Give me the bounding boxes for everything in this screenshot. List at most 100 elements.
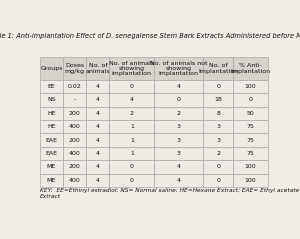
Text: 1: 1 <box>130 151 134 156</box>
Text: 4: 4 <box>177 84 181 89</box>
Text: No. of animals
showing
implantation: No. of animals showing implantation <box>109 61 154 76</box>
Bar <box>203 174 233 187</box>
Bar <box>63 174 86 187</box>
Text: Table 1: Anti-implantation Effect of D. senegalense Stem Bark Extracts Administe: Table 1: Anti-implantation Effect of D. … <box>0 33 300 39</box>
Text: 1: 1 <box>130 138 134 143</box>
Text: 3: 3 <box>177 138 181 143</box>
Bar <box>233 80 268 93</box>
Bar <box>63 160 86 174</box>
Text: 8: 8 <box>216 111 220 116</box>
Text: EAE: EAE <box>45 138 57 143</box>
Text: 0: 0 <box>130 178 134 183</box>
Bar <box>86 174 109 187</box>
Text: EE: EE <box>47 84 55 89</box>
Bar <box>86 80 109 93</box>
Bar <box>86 160 109 174</box>
Text: 0: 0 <box>177 98 181 103</box>
Text: 100: 100 <box>244 84 256 89</box>
Bar <box>40 120 63 133</box>
Text: 0: 0 <box>216 164 220 169</box>
Bar <box>86 120 109 133</box>
Text: 100: 100 <box>244 164 256 169</box>
Bar <box>154 160 203 174</box>
Text: ME: ME <box>47 164 56 169</box>
Text: 4: 4 <box>177 164 181 169</box>
Text: Groups: Groups <box>40 66 63 71</box>
Bar <box>203 120 233 133</box>
Text: No. of animals not
showing
implantation: No. of animals not showing implantation <box>150 61 208 76</box>
Text: 4: 4 <box>177 178 181 183</box>
Bar <box>109 57 154 80</box>
Bar <box>40 107 63 120</box>
Text: 2: 2 <box>216 151 220 156</box>
Text: 75: 75 <box>246 151 254 156</box>
Text: 4: 4 <box>96 178 100 183</box>
Text: KEY:  EE=Ethinyl estradiol; NS= Normal saline; HE=Hexane Extract; EAE= Ethyl ace: KEY: EE=Ethinyl estradiol; NS= Normal sa… <box>40 188 300 199</box>
Text: 4: 4 <box>96 151 100 156</box>
Text: % Anti-
Implantation: % Anti- Implantation <box>230 63 270 74</box>
Text: No. of
Implantation: No. of Implantation <box>198 63 238 74</box>
Bar <box>154 133 203 147</box>
Bar <box>233 93 268 107</box>
Bar <box>86 93 109 107</box>
Bar <box>154 57 203 80</box>
Bar <box>109 160 154 174</box>
Bar <box>203 147 233 160</box>
Text: 400: 400 <box>69 151 80 156</box>
Bar <box>63 107 86 120</box>
Text: 100: 100 <box>244 178 256 183</box>
Bar <box>109 133 154 147</box>
Text: 400: 400 <box>69 124 80 129</box>
Text: Doses
mg/kg: Doses mg/kg <box>64 63 85 74</box>
Text: ME: ME <box>47 178 56 183</box>
Bar <box>154 107 203 120</box>
Text: 18: 18 <box>214 98 222 103</box>
Text: 1: 1 <box>130 124 134 129</box>
Bar <box>203 57 233 80</box>
Bar <box>233 133 268 147</box>
Text: 75: 75 <box>246 124 254 129</box>
Text: -: - <box>74 98 76 103</box>
Bar <box>109 174 154 187</box>
Bar <box>233 57 268 80</box>
Text: 4: 4 <box>96 98 100 103</box>
Text: 3: 3 <box>177 151 181 156</box>
Text: 4: 4 <box>96 138 100 143</box>
Text: 4: 4 <box>96 84 100 89</box>
Bar <box>86 57 109 80</box>
Text: 2: 2 <box>130 111 134 116</box>
Bar <box>203 133 233 147</box>
Bar <box>203 93 233 107</box>
Bar <box>63 80 86 93</box>
Text: 50: 50 <box>246 111 254 116</box>
Text: 0: 0 <box>248 98 252 103</box>
Text: 0: 0 <box>216 178 220 183</box>
Text: 3: 3 <box>216 138 220 143</box>
Bar <box>154 147 203 160</box>
Bar <box>63 147 86 160</box>
Bar <box>86 107 109 120</box>
Bar <box>40 160 63 174</box>
Text: 400: 400 <box>69 178 80 183</box>
Bar <box>40 93 63 107</box>
Bar <box>40 174 63 187</box>
Bar <box>233 107 268 120</box>
Bar <box>233 174 268 187</box>
Text: 3: 3 <box>177 124 181 129</box>
Text: No. of
animals: No. of animals <box>85 63 110 74</box>
Bar <box>40 57 63 80</box>
Bar <box>233 120 268 133</box>
Bar <box>40 80 63 93</box>
Text: 2: 2 <box>177 111 181 116</box>
Bar <box>154 120 203 133</box>
Text: 0: 0 <box>130 164 134 169</box>
Text: 4: 4 <box>96 111 100 116</box>
Bar <box>109 147 154 160</box>
Bar <box>203 160 233 174</box>
Text: 200: 200 <box>69 111 80 116</box>
Bar <box>233 160 268 174</box>
Bar <box>86 133 109 147</box>
Text: 200: 200 <box>69 164 80 169</box>
Text: 0: 0 <box>130 84 134 89</box>
Bar <box>203 80 233 93</box>
